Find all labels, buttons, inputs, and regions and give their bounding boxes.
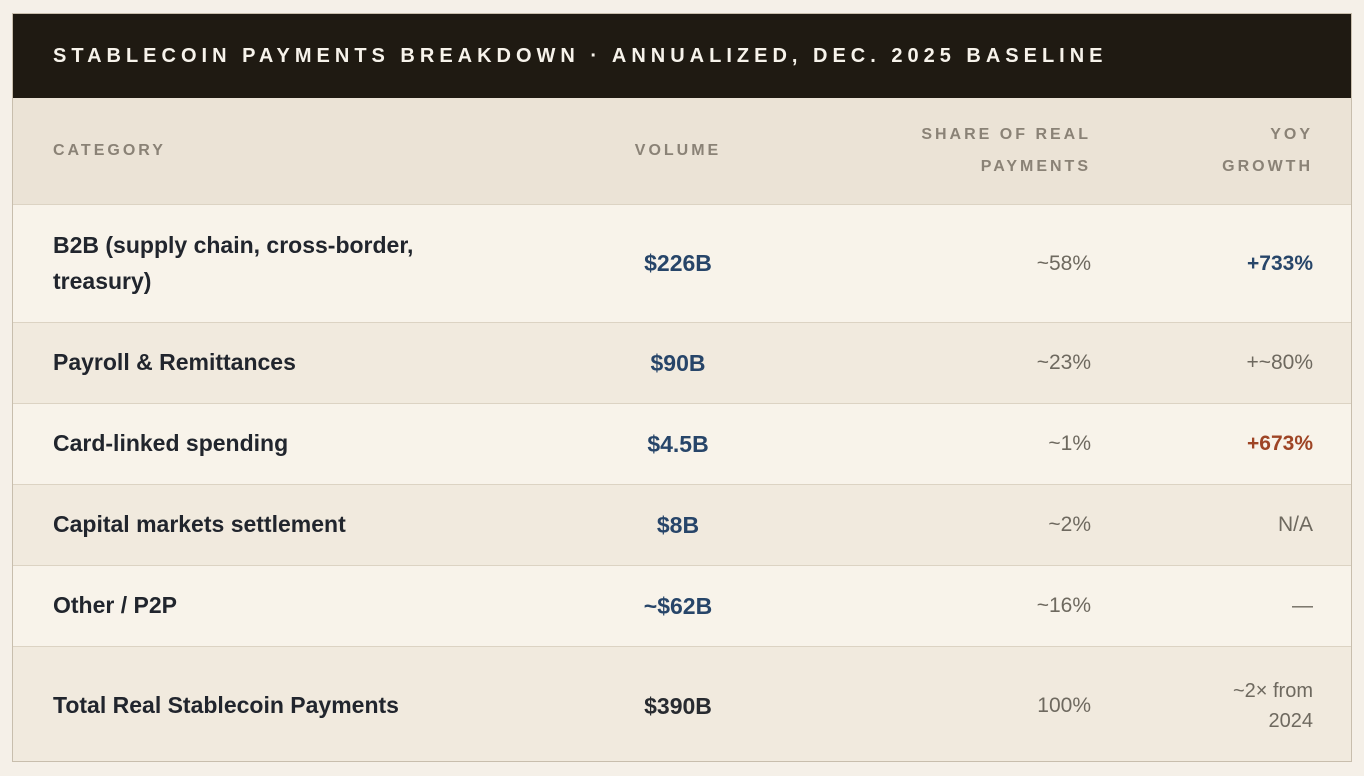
table-row-b2b: B2B (supply chain, cross-border, treasur… bbox=[13, 205, 1351, 323]
share-cell: 100% bbox=[1037, 694, 1091, 717]
column-header-yoy-growth: YOY GROWTH bbox=[1091, 119, 1313, 183]
table-row-capital-markets-settlement: Capital markets settlement $8B ~2% N/A bbox=[13, 485, 1351, 566]
column-header-yoy-growth-label: YOY GROWTH bbox=[1222, 126, 1313, 175]
table-title-bar: STABLECOIN PAYMENTS BREAKDOWN · ANNUALIZ… bbox=[13, 14, 1351, 98]
yoy-growth-cell: +673% bbox=[1247, 432, 1313, 456]
volume-cell: $4.5B bbox=[647, 430, 709, 457]
column-header-volume: VOLUME bbox=[634, 142, 722, 159]
yoy-growth-cell: — bbox=[1292, 594, 1313, 618]
category-cell: Other / P2P bbox=[53, 592, 177, 619]
column-header-category: CATEGORY bbox=[53, 142, 166, 159]
yoy-growth-cell: +~80% bbox=[1246, 351, 1313, 375]
volume-cell: ~$62B bbox=[643, 592, 713, 619]
yoy-growth-cell: +733% bbox=[1247, 251, 1313, 275]
yoy-growth-cell: ~2× from 2024 bbox=[1091, 676, 1313, 737]
share-cell: ~58% bbox=[1036, 251, 1091, 275]
category-cell: Total Real Stablecoin Payments bbox=[53, 692, 399, 719]
column-header-share: SHARE OF REAL PAYMENTS bbox=[783, 119, 1091, 183]
category-cell: B2B (supply chain, cross-border, treasur… bbox=[53, 231, 414, 294]
column-header-share-label: SHARE OF REAL PAYMENTS bbox=[921, 126, 1091, 175]
table-title: STABLECOIN PAYMENTS BREAKDOWN · ANNUALIZ… bbox=[53, 44, 1108, 67]
volume-cell: $226B bbox=[644, 250, 712, 276]
share-cell: ~16% bbox=[1036, 594, 1091, 617]
volume-cell: $390B bbox=[644, 692, 712, 719]
category-cell: Capital markets settlement bbox=[53, 511, 346, 538]
table-row-payroll-remittances: Payroll & Remittances $90B ~23% +~80% bbox=[13, 323, 1351, 404]
share-cell: ~2% bbox=[1048, 513, 1091, 536]
category-cell: Payroll & Remittances bbox=[53, 349, 296, 376]
share-cell: ~1% bbox=[1048, 432, 1091, 455]
volume-cell: $90B bbox=[650, 349, 706, 376]
stablecoin-payments-table-card: STABLECOIN PAYMENTS BREAKDOWN · ANNUALIZ… bbox=[12, 13, 1352, 762]
table-row-total-real-stablecoin-payments: Total Real Stablecoin Payments $390B 100… bbox=[13, 647, 1351, 761]
yoy-growth-cell: N/A bbox=[1277, 513, 1313, 537]
table-row-card-linked-spending: Card-linked spending $4.5B ~1% +673% bbox=[13, 404, 1351, 485]
table-row-other-p2p: Other / P2P ~$62B ~16% — bbox=[13, 566, 1351, 647]
share-cell: ~23% bbox=[1036, 351, 1091, 374]
category-cell: Card-linked spending bbox=[53, 430, 289, 457]
yoy-growth-total-label: ~2× from 2024 bbox=[1232, 679, 1313, 732]
table-header-row: CATEGORY VOLUME SHARE OF REAL PAYMENTS Y… bbox=[13, 98, 1351, 205]
volume-cell: $8B bbox=[656, 511, 700, 538]
